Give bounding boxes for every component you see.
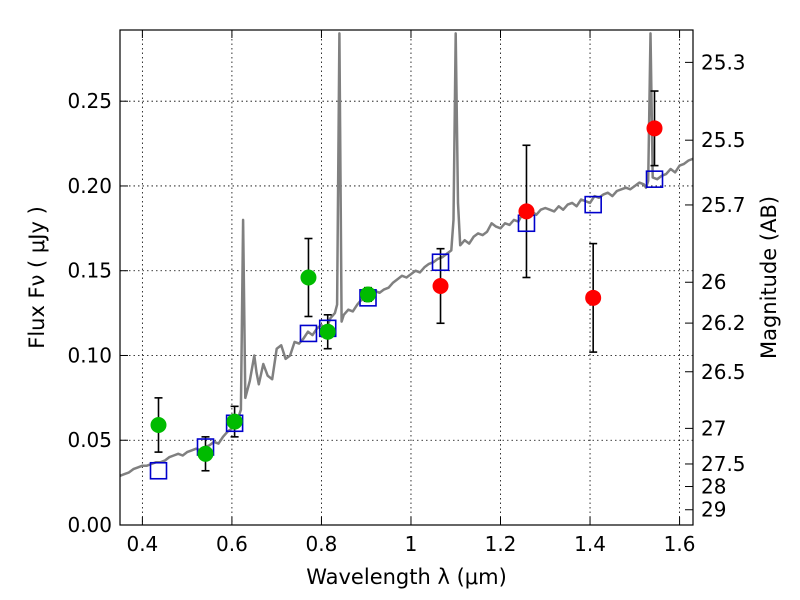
y-tick-label: 0.25 — [67, 89, 112, 113]
data-point — [226, 413, 243, 430]
y-tick-label: 0.00 — [67, 513, 112, 537]
data-point — [360, 286, 377, 303]
x-tick-label: 1.2 — [485, 532, 517, 556]
data-point — [300, 269, 317, 286]
right-tick-label: 25.3 — [701, 50, 746, 74]
right-tick-label: 26 — [701, 270, 726, 294]
y-tick-label: 0.10 — [67, 343, 112, 367]
x-tick-label: 1.4 — [574, 532, 606, 556]
y-tick-label: 0.20 — [67, 174, 112, 198]
right-tick-label: 25.7 — [701, 193, 746, 217]
error-bars — [154, 90, 659, 472]
y-ticks: 0.00 0.05 0.10 0.15 0.20 0.25 — [67, 89, 128, 537]
observed-points — [150, 120, 663, 462]
spectrum-line — [120, 32, 693, 477]
x-tick-label: 0.6 — [216, 532, 248, 556]
right-tick-label: 28 — [701, 475, 726, 499]
data-point — [432, 277, 449, 294]
plot-frame — [119, 29, 694, 526]
model-square — [584, 195, 602, 214]
data-point — [518, 203, 535, 220]
x-tick-label: 0.4 — [126, 532, 158, 556]
right-tick-label: 27 — [701, 416, 726, 440]
model-square — [149, 461, 168, 480]
right-tick-label: 27.5 — [701, 452, 746, 476]
x-ticks: 0.4 0.6 0.8 1 1.2 1.4 1.6 — [126, 30, 695, 556]
y-tick-label: 0.05 — [67, 428, 112, 452]
model-square — [299, 324, 318, 343]
right-tick-label: 26.5 — [701, 360, 746, 384]
right-tick-label: 25.5 — [701, 128, 746, 152]
right-axis-label: Magnitude (AB) — [757, 196, 781, 359]
data-point — [646, 120, 663, 137]
right-tick-label: 26.2 — [701, 311, 746, 335]
x-tick-label: 1.6 — [664, 532, 696, 556]
data-point — [585, 289, 602, 306]
right-tick-label: 29 — [701, 498, 726, 522]
data-point — [150, 416, 167, 433]
spectrum-layer — [120, 32, 693, 477]
y-axis-label: Flux Fν ( μJy ) — [25, 206, 49, 349]
x-tick-label: 1 — [405, 532, 418, 556]
x-axis-label: Wavelength λ (μm) — [306, 565, 507, 589]
data-point — [319, 323, 336, 340]
x-tick-label: 0.8 — [306, 532, 338, 556]
model-square — [431, 253, 450, 272]
data-point — [197, 445, 214, 462]
y-tick-label: 0.15 — [67, 259, 112, 283]
model-square — [645, 170, 664, 188]
